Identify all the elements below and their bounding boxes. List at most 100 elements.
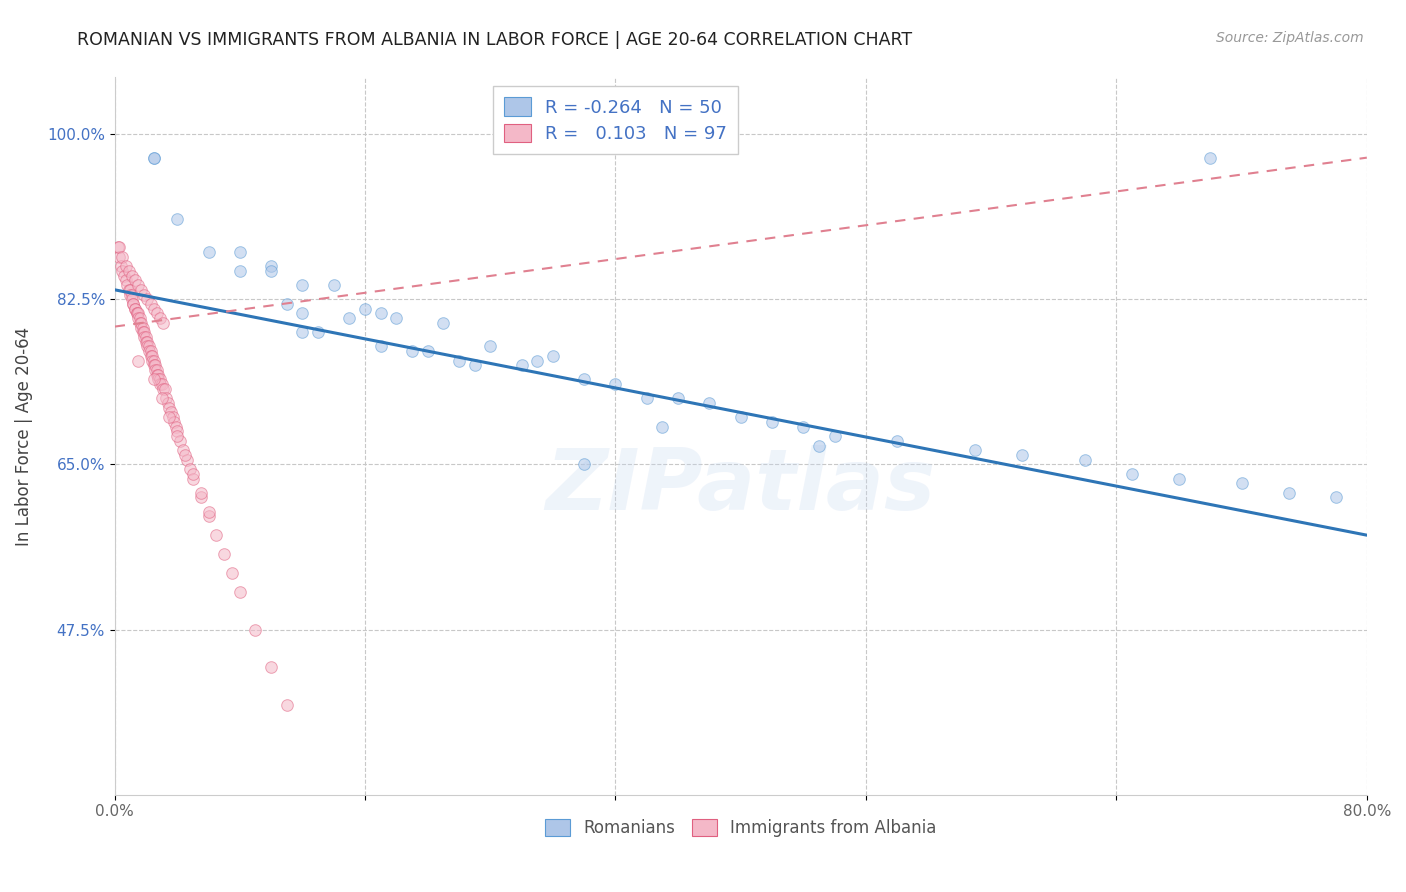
Point [127,306,149,320]
Point [148,372,170,386]
Point [120,283,142,297]
Point [190,491,212,505]
Point [111,250,134,264]
Point [197,505,219,519]
Point [149,377,172,392]
Point [636,392,658,406]
Point [730,410,752,425]
Point [142,301,165,316]
Point [965,443,987,458]
Point [1277,485,1299,500]
Point [572,372,595,386]
Point [165,419,187,434]
Point [1011,448,1033,462]
Point [107,240,129,254]
Point [134,330,156,344]
Point [179,462,201,476]
Point [385,311,408,326]
Point [260,264,283,278]
Point [197,245,219,260]
Point [291,278,314,293]
Point [110,259,132,273]
Point [197,509,219,524]
Point [108,240,131,254]
Point [245,623,267,637]
Point [605,377,627,392]
Point [127,311,149,326]
Point [114,259,136,273]
Legend: Romanians, Immigrants from Albania: Romanians, Immigrants from Albania [538,813,943,844]
Point [125,306,148,320]
Point [142,359,165,373]
Point [114,273,136,287]
Point [354,301,377,316]
Point [1199,151,1222,165]
Point [157,410,180,425]
Y-axis label: In Labor Force | Age 20-64: In Labor Force | Age 20-64 [15,326,32,546]
Point [138,339,160,353]
Point [146,363,169,377]
Point [142,151,165,165]
Point [120,287,142,301]
Point [291,325,314,339]
Point [155,392,177,406]
Point [160,405,183,419]
Point [129,283,152,297]
Point [229,264,252,278]
Point [136,339,159,353]
Point [121,292,143,306]
Point [134,325,156,339]
Point [156,396,179,410]
Point [139,344,162,359]
Point [136,292,159,306]
Point [166,212,188,227]
Point [229,584,252,599]
Point [792,419,814,434]
Point [141,349,163,363]
Point [166,425,188,439]
Point [129,320,152,334]
Point [322,278,344,293]
Point [124,301,146,316]
Point [141,353,163,368]
Point [142,353,165,368]
Point [307,325,329,339]
Point [276,297,298,311]
Point [127,278,149,293]
Point [447,353,470,368]
Point [212,547,235,561]
Text: ZIPatlas: ZIPatlas [546,445,936,528]
Point [149,311,172,326]
Point [153,382,176,396]
Point [108,250,131,264]
Point [1230,476,1253,491]
Point [1324,491,1347,505]
Point [150,377,173,392]
Point [181,471,204,485]
Point [146,306,169,320]
Point [128,311,150,326]
Point [121,287,143,301]
Text: Source: ZipAtlas.com: Source: ZipAtlas.com [1216,31,1364,45]
Point [526,353,548,368]
Point [541,349,564,363]
Point [124,273,146,287]
Point [148,368,170,382]
Point [1121,467,1143,481]
Point [510,359,533,373]
Point [139,297,162,311]
Point [432,316,454,330]
Point [138,344,160,359]
Point [651,419,673,434]
Point [121,268,143,283]
Point [143,363,166,377]
Point [136,334,159,349]
Point [118,264,141,278]
Point [139,349,162,363]
Point [152,382,174,396]
Point [166,429,188,443]
Point [339,311,361,326]
Point [111,264,134,278]
Point [666,392,689,406]
Point [143,359,166,373]
